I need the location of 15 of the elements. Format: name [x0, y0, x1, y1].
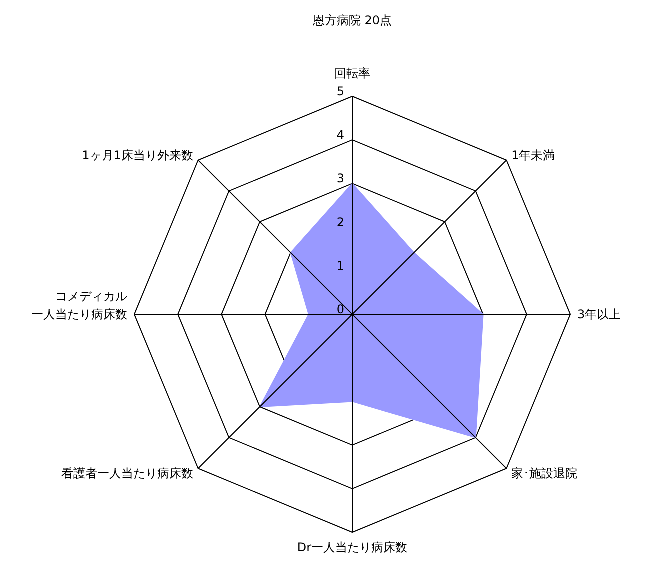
spoke-label: 1年未満 — [512, 148, 556, 162]
spoke-label: 1ヶ月1床当り外来数 — [82, 148, 194, 162]
y-tick-label: 2 — [336, 215, 345, 230]
chart-title: 恩方病院 20点 — [312, 14, 392, 28]
y-tick-label: 4 — [336, 128, 345, 142]
y-tick-label: 3 — [336, 172, 345, 186]
y-tick-label: 0 — [336, 302, 345, 316]
y-tick-label: 5 — [336, 84, 345, 98]
spoke-label: 家･施設退院 — [512, 466, 578, 481]
spoke-label: コメディカル一人当たり病床数 — [32, 290, 128, 322]
spoke-label: 回転率 — [334, 66, 370, 80]
spoke-label: 看護者一人当たり病床数 — [61, 466, 194, 481]
spoke-label: 3年以上 — [578, 308, 622, 322]
y-tick-label: 1 — [336, 258, 345, 273]
spoke-label: Dr一人当たり病床数 — [297, 540, 408, 554]
